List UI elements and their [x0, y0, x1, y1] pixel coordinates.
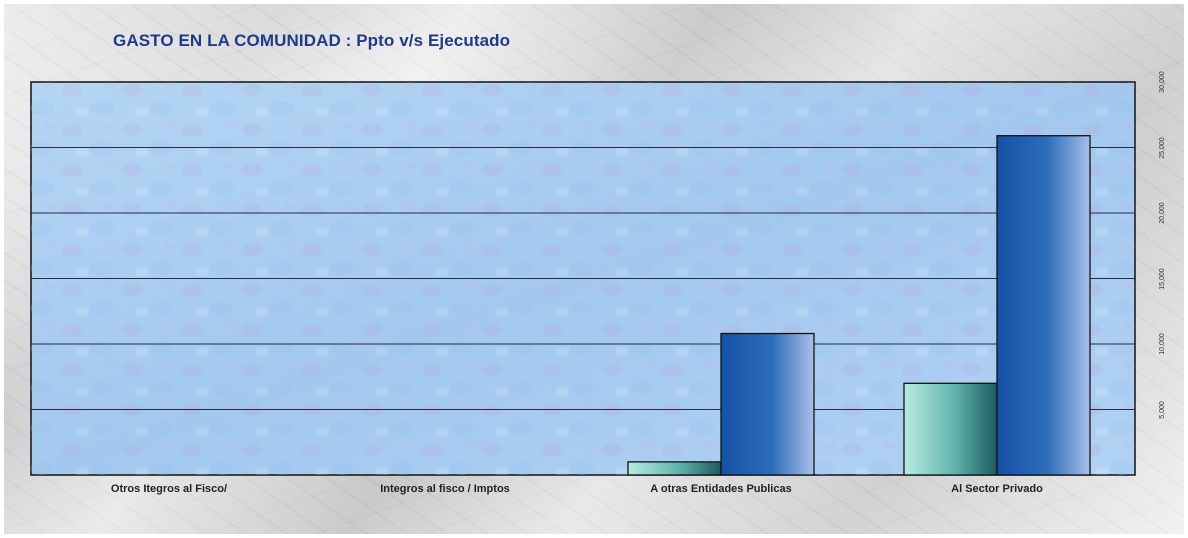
- bar-series-2-cat-4: [996, 135, 1091, 476]
- y-tick-label: 30,000: [1159, 71, 1166, 93]
- y-tick-label: 15,000: [1159, 267, 1166, 290]
- y-tick-label: 5,000: [1159, 400, 1166, 419]
- category-label: Integros al fisco / Imptos: [380, 483, 510, 495]
- category-label: Otros Itegros al Fisco/: [110, 483, 228, 495]
- y-tick-label: 10,000: [1159, 333, 1166, 355]
- y-tick-label: 25,000: [1159, 136, 1166, 159]
- y-tick-label: 20,000: [1159, 202, 1166, 224]
- bar-series-1-cat-3: [627, 461, 722, 476]
- y-tick-label: [1157, 455, 1169, 495]
- bars: [627, 135, 1091, 476]
- grid-lines: [31, 147, 1135, 410]
- chart-title: GASTO EN LA COMUNIDAD : Ppto v/s Ejecuta…: [113, 31, 511, 50]
- category-label: Al Sector Privado: [951, 483, 1043, 495]
- bar-series-1-cat-4: [903, 382, 998, 476]
- category-label: A otras Entidades Publicas: [650, 483, 792, 495]
- bar-series-2-cat-3: [720, 332, 815, 476]
